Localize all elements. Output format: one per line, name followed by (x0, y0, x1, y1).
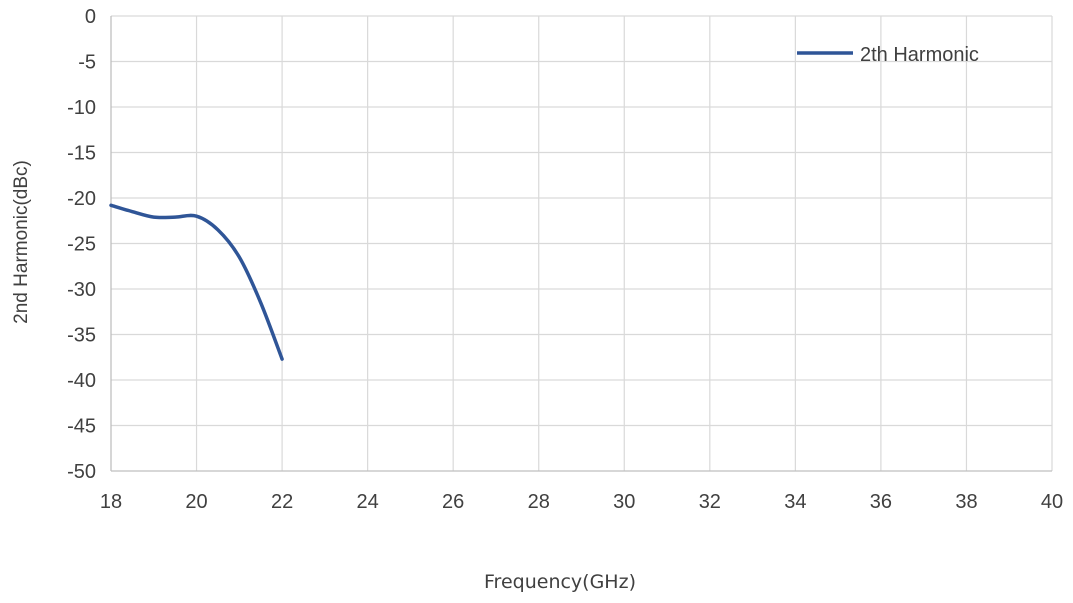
x-axis-title: Frequency(GHz) (484, 571, 636, 593)
legend-label: 2th Harmonic (860, 44, 979, 66)
axes (110, 16, 1052, 472)
y-tick-label: -30 (67, 279, 96, 301)
grid (111, 15, 1053, 471)
legend: 2th Harmonic (797, 44, 979, 66)
x-tick-label: 30 (613, 491, 635, 513)
y-tick-label: -40 (67, 370, 96, 392)
y-tick-label: -20 (67, 188, 96, 210)
x-tick-label: 20 (185, 491, 207, 513)
x-tick-label: 38 (955, 491, 977, 513)
x-tick-label: 18 (100, 491, 122, 513)
y-tick-label: -5 (78, 52, 96, 74)
y-axis-title: 2nd Harmonic(dBc) (11, 160, 32, 324)
x-tick-label: 26 (442, 491, 464, 513)
y-tick-label: 0 (85, 6, 96, 28)
y-tick-label: -45 (67, 416, 96, 438)
x-tick-label: 24 (357, 491, 379, 513)
series-lines (109, 203, 284, 361)
y-tick-label: -25 (67, 234, 96, 256)
y-tick-label: -10 (67, 97, 96, 119)
tick-labels: 18 20 22 24 26 28 30 32 34 36 38 40 0 -5 -10 -15 -20 -25 -… (67, 6, 1063, 513)
series-line (109, 203, 284, 361)
x-tick-label: 22 (271, 491, 293, 513)
y-tick-label: -15 (67, 143, 96, 165)
x-tick-label: 40 (1041, 491, 1063, 513)
y-tick-label: -35 (67, 325, 96, 347)
y-tick-label: -50 (67, 461, 96, 483)
x-tick-label: 36 (870, 491, 892, 513)
x-tick-label: 32 (699, 491, 721, 513)
x-tick-label: 34 (784, 491, 806, 513)
x-tick-label: 28 (528, 491, 550, 513)
